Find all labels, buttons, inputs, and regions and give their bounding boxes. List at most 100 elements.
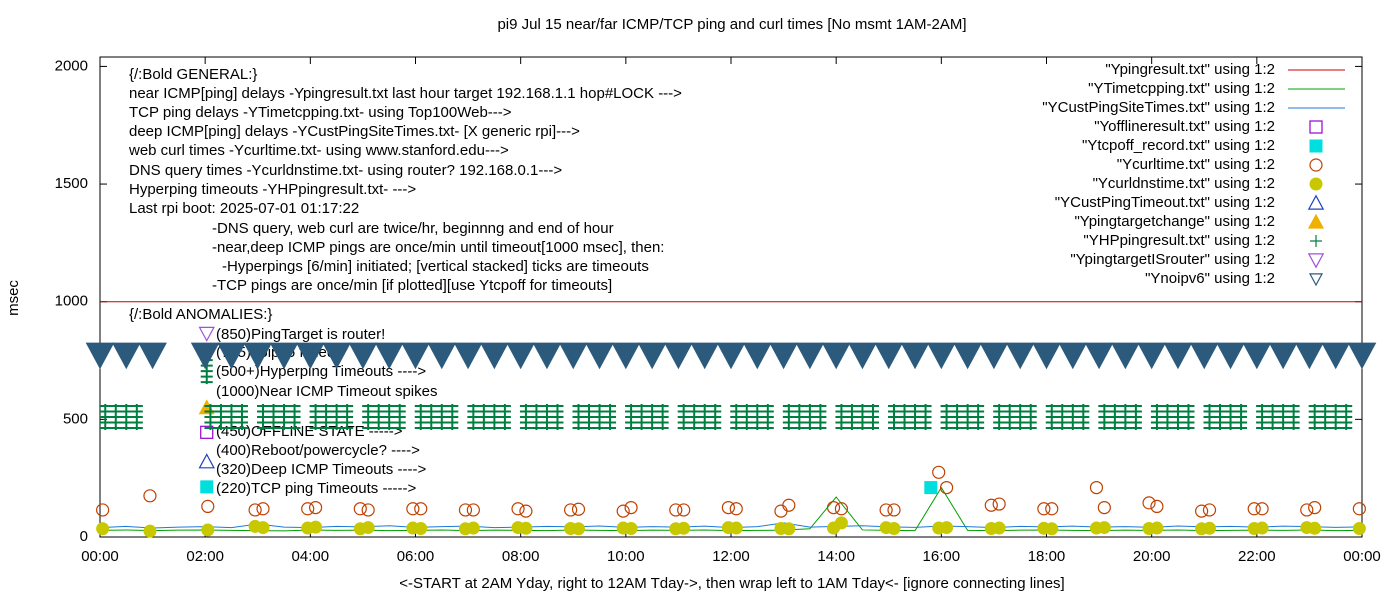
annotation: (400)Reboot/powercycle? ----> [216, 442, 420, 459]
marker-plus [362, 404, 375, 430]
annotation: {/:Bold GENERAL:} [129, 66, 257, 83]
marker-circle [1255, 502, 1269, 516]
marker-plus [993, 404, 1006, 430]
marker-circle [361, 503, 375, 517]
marker-circle [201, 499, 215, 514]
legend-label: "YTimetcpping.txt" using 1:2 [1088, 80, 1275, 97]
marker-plus [951, 404, 964, 430]
legend-label: "YHPpingresult.txt" using 1:2 [1083, 232, 1275, 249]
x-tick-label: 22:00 [1238, 548, 1276, 565]
marker-plus [130, 404, 143, 430]
marker-circle [729, 521, 743, 535]
marker-plus [120, 404, 133, 430]
marker-triangle-down [585, 342, 614, 370]
marker-triangle-down [637, 342, 667, 370]
x-tick-label: 16:00 [923, 548, 961, 565]
marker-plus [551, 404, 564, 430]
annotation: (450)OFFLINE STATE -----> [216, 423, 403, 440]
marker-triangle-down [217, 342, 246, 370]
marker-plus [1024, 404, 1037, 430]
marker-triangle-down [953, 342, 982, 370]
marker-circle [879, 503, 893, 517]
marker-circle [624, 500, 638, 515]
annotation: deep ICMP[ping] delays -YCustPingSiteTim… [129, 123, 580, 140]
legend-label: "YCustPingSiteTimes.txt" using 1:2 [1042, 99, 1275, 116]
marker-circle [669, 503, 683, 517]
marker-triangle [1307, 213, 1325, 229]
marker-triangle-down [190, 342, 220, 370]
legend-label: "YpingtargetISrouter" using 1:2 [1070, 251, 1275, 268]
marker-circle [1300, 503, 1314, 517]
marker-triangle-down [532, 342, 562, 370]
marker-plus [320, 404, 333, 430]
annotation: Hyperping timeouts -YHPpingresult.txt- -… [129, 181, 416, 198]
marker-circle [1309, 158, 1323, 172]
legend-label: "Ytcpoff_record.txt" using 1:2 [1082, 137, 1275, 154]
marker-circle [301, 502, 315, 516]
marker-circle [519, 521, 533, 535]
marker-triangle-down [1268, 342, 1298, 370]
marker-circle [519, 504, 533, 518]
x-tick-label: 00:00 [1343, 548, 1381, 565]
marker-plus [909, 404, 922, 430]
marker-circle [1247, 502, 1261, 516]
x-tick-label: 20:00 [1133, 548, 1171, 565]
marker-circle [1309, 177, 1323, 191]
marker-plus [919, 404, 932, 430]
marker-triangle-down [1163, 342, 1193, 370]
marker-circle [361, 521, 375, 535]
marker-circle [256, 521, 270, 535]
annotation: (1000)Near ICMP Timeout spikes [216, 383, 437, 400]
marker-circle [1097, 521, 1111, 535]
marker-square [200, 480, 214, 494]
marker-circle [1202, 503, 1217, 517]
marker-circle [826, 500, 841, 515]
marker-plus [414, 404, 427, 430]
marker-plus [1277, 404, 1290, 430]
x-tick-label: 00:00 [81, 548, 119, 565]
marker-plus [341, 404, 354, 430]
marker-triangle-down [795, 342, 825, 370]
marker-plus [1066, 404, 1079, 430]
marker-triangle-down [1189, 342, 1219, 370]
marker-triangle-down [111, 342, 141, 370]
marker-circle [458, 503, 473, 517]
marker-circle [1352, 522, 1366, 536]
x-tick-label: 14:00 [817, 548, 855, 565]
x-axis-label: <-START at 2AM Yday, right to 12AM Tday-… [399, 575, 1064, 592]
marker-triangle-down [1307, 253, 1325, 269]
marker-triangle-down [453, 342, 483, 370]
marker-plus [1056, 404, 1069, 430]
marker-plus [467, 404, 480, 430]
marker-plus [1171, 404, 1184, 430]
marker-plus [740, 404, 753, 430]
legend-label: "Ycurltime.txt" using 1:2 [1117, 156, 1275, 173]
marker-circle [1045, 502, 1059, 516]
marker-plus [1329, 404, 1342, 430]
x-tick-label: 08:00 [502, 548, 540, 565]
marker-plus [761, 404, 774, 430]
marker-plus [1287, 404, 1300, 430]
marker-triangle [1307, 194, 1325, 210]
marker-triangle-down [138, 342, 167, 370]
marker-circle [1142, 496, 1156, 510]
marker-plus [572, 404, 585, 430]
marker-square [200, 425, 214, 439]
marker-plus [1235, 404, 1248, 430]
annotation: (500+)Hyperping Timeouts ----> [216, 363, 426, 380]
marker-circle [782, 498, 796, 512]
y-tick-label: 500 [63, 410, 88, 427]
marker-triangle-down [243, 342, 273, 370]
marker-plus [1308, 404, 1321, 430]
marker-circle [414, 522, 428, 536]
marker-plus [1319, 404, 1332, 430]
y-tick-label: 1000 [55, 293, 88, 310]
marker-circle [677, 503, 691, 517]
marker-triangle-down [269, 342, 299, 370]
legend-label: "Yofflineresult.txt" using 1:2 [1094, 118, 1275, 135]
marker-square [1309, 139, 1323, 153]
annotation: -near,deep ICMP pings are once/min until… [212, 239, 664, 256]
marker-triangle-down [1111, 342, 1140, 370]
marker-circle [143, 489, 157, 503]
